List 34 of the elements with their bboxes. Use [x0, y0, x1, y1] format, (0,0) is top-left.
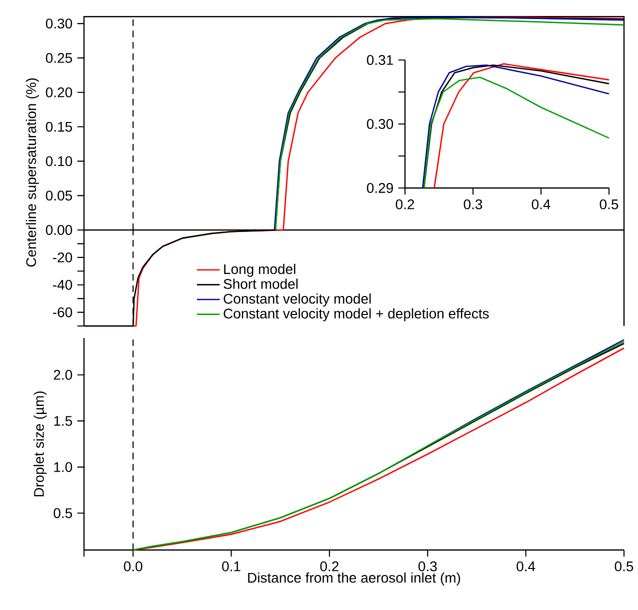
- y-tick-label: 2.0: [54, 370, 72, 380]
- x-tick-label: 0.3: [464, 199, 482, 210]
- x-tick-label: 0.2: [320, 561, 338, 572]
- y-tick-label: -20: [53, 252, 72, 262]
- x-tick-label: 0.4: [516, 561, 536, 572]
- y-tick-label: 0.15: [46, 122, 72, 132]
- x-tick-label: 0.2: [396, 199, 414, 210]
- x-tick-label: 0.5: [614, 561, 634, 572]
- legend-label: Long model: [224, 264, 296, 277]
- legend-label: Short model: [224, 278, 298, 289]
- x-tick-label: 0.1: [222, 561, 240, 572]
- legend-label: Constant velocity model + depletion effects: [224, 308, 489, 322]
- x-tick-label: 0.5: [600, 199, 618, 210]
- y-tick-label: -60: [53, 307, 72, 318]
- legend-label: Constant velocity model: [224, 293, 371, 306]
- y-tick-label: 0.30: [366, 119, 394, 129]
- y-axis-title: Droplet size (µm): [34, 391, 47, 496]
- y-tick-label: 1.0: [54, 462, 72, 472]
- y-axis-title: Centerline supersaturation (%): [26, 78, 39, 267]
- x-tick-label: 0.3: [418, 561, 437, 572]
- y-tick-label: 0.20: [46, 87, 72, 98]
- y-tick-label: 0.25: [46, 53, 72, 63]
- y-tick-label: 0.05: [46, 190, 72, 201]
- y-tick-label: 0.30: [46, 18, 72, 29]
- y-tick-label: 0.31: [366, 55, 393, 65]
- y-tick-label: 0.10: [46, 156, 72, 166]
- y-tick-label: 0.00: [46, 225, 72, 235]
- x-tick-label: 0.4: [532, 199, 550, 210]
- y-tick-label: 0.29: [366, 183, 393, 193]
- y-tick-label: 1.5: [54, 416, 72, 426]
- y-tick-label: -40: [53, 280, 72, 290]
- x-tick-label: 0.0: [124, 561, 142, 572]
- x-axis-title: Distance from the aerosol inlet (m): [248, 572, 460, 586]
- y-tick-label: 0.5: [54, 508, 72, 518]
